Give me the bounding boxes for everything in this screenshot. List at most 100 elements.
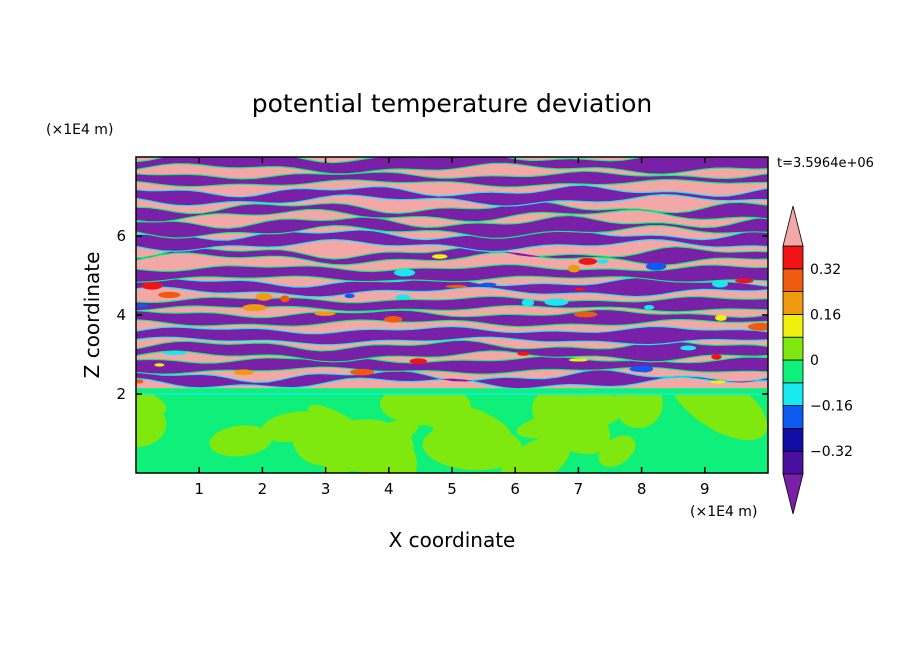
field-blotch: [399, 396, 511, 442]
field-blotch: [209, 425, 272, 457]
y-axis: 2 4 6: [116, 227, 768, 403]
field-patch: [344, 293, 355, 299]
field-patch: [645, 262, 667, 271]
colorbar-segment: [782, 382, 804, 406]
colorbar-tick-label: 0.16: [810, 307, 841, 323]
field-patch: [544, 298, 569, 306]
field-patch: [573, 311, 598, 318]
y-axis-label: Z coordinate: [80, 252, 104, 379]
field-patch: [432, 254, 448, 259]
x-tick-label: 3: [321, 480, 331, 498]
field-patch: [445, 284, 468, 289]
colorbar-over-arrow: [782, 205, 804, 247]
y-tick-label: 4: [116, 306, 126, 324]
field-patch: [596, 259, 609, 264]
field-blotch: [500, 436, 571, 473]
field-patch: [479, 282, 497, 287]
field-band: [136, 201, 768, 222]
field-patch: [636, 365, 654, 373]
chart-title: potential temperature deviation: [252, 89, 652, 118]
field-blotch: [261, 411, 329, 442]
field-band: [136, 340, 768, 362]
x-tick-label: 9: [700, 480, 710, 498]
colorbar-tick-label: −0.16: [810, 399, 853, 415]
field-patch: [643, 305, 655, 310]
field-patch: [242, 304, 267, 312]
field-patch: [394, 268, 416, 277]
colorbar-segment: [782, 291, 804, 315]
field-band: [136, 185, 768, 206]
field-lower-blotches: [136, 393, 768, 473]
field-patch: [409, 358, 427, 365]
field-patch: [384, 316, 403, 323]
field-patch: [255, 292, 272, 301]
field-band: [136, 229, 768, 251]
field-patch: [715, 314, 727, 321]
x-tick-label: 8: [637, 480, 647, 498]
colorbar-tick-label: 0: [810, 353, 819, 369]
field-patch: [154, 363, 165, 367]
colorbar-segment: [782, 450, 804, 475]
x-tick-label: 1: [194, 480, 204, 498]
field-blotch: [613, 393, 663, 429]
y-tick-label: 6: [116, 227, 126, 245]
field-blotch: [598, 435, 636, 467]
field-patch: [141, 282, 163, 290]
field-patch: [578, 257, 598, 265]
field-band: [136, 157, 768, 174]
x-tick-label: 6: [510, 480, 520, 498]
field-patch: [711, 354, 722, 360]
colorbar-segment: [782, 313, 804, 338]
field-patch: [747, 322, 768, 331]
colorbar-segment: [782, 405, 804, 429]
field-blotch: [307, 404, 385, 458]
colorbar-segment: [782, 427, 804, 452]
x-tick-label: 5: [447, 480, 457, 498]
field-patch: [136, 303, 148, 308]
field-band: [136, 265, 768, 282]
x-tick-label: 7: [574, 480, 584, 498]
field-patch: [314, 311, 336, 316]
field-band: [136, 356, 768, 374]
y-unit-label: (×1E4 m): [46, 122, 113, 138]
field-blotch: [669, 393, 768, 441]
x-axis-label: X coordinate: [389, 528, 516, 552]
x-tick-label: 2: [258, 480, 268, 498]
field-band: [136, 310, 768, 327]
field-patch: [350, 368, 375, 376]
field-band: [136, 296, 768, 312]
field-patch: [395, 294, 411, 300]
colorbar-tick-label: 0.32: [810, 262, 841, 278]
colorbar-segment: [782, 245, 804, 270]
field-band: [136, 327, 768, 345]
field-patch: [521, 298, 535, 307]
field-patch: [161, 351, 188, 355]
field-patch: [567, 264, 580, 273]
temperature-field: [136, 157, 768, 473]
colorbar-tick-label: −0.32: [810, 444, 853, 460]
x-axis: 1 2 3 4 5 6 7 8 9: [194, 157, 710, 498]
field-patch: [735, 278, 754, 284]
field-band: [136, 247, 768, 265]
field-transition: [136, 388, 768, 394]
colorbar-segment: [782, 268, 804, 292]
field-patch: [136, 379, 144, 384]
field-blotch: [369, 433, 417, 473]
field-band: [136, 370, 768, 389]
colorbar: −0.32 −0.16 0 0.16 0.32: [782, 205, 853, 515]
field-patch: [712, 280, 728, 288]
y-tick-label: 2: [116, 385, 126, 403]
colorbar-segment: [782, 336, 804, 361]
colorbar-segment: [782, 359, 804, 384]
field-patch: [710, 380, 726, 384]
plot-area: [136, 157, 768, 473]
field-patch: [233, 369, 254, 376]
field-patch: [575, 287, 585, 292]
field-blotch: [136, 401, 167, 448]
field-patch: [680, 345, 697, 351]
field-patch: [568, 358, 588, 362]
field-patch: [517, 351, 530, 356]
field-patch: [158, 291, 181, 298]
field-band: [136, 216, 768, 238]
